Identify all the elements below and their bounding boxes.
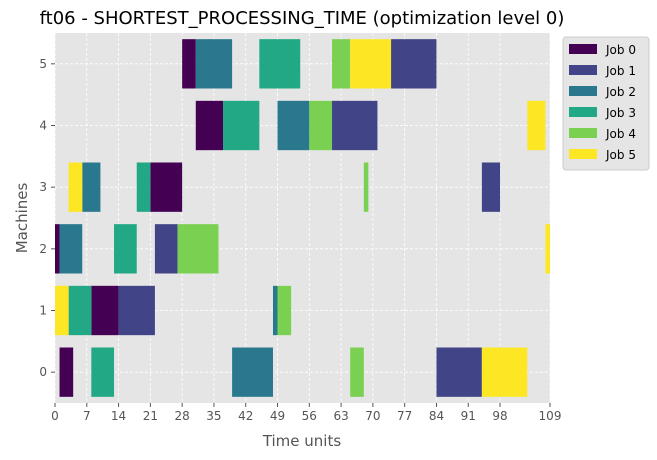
task-bar — [350, 39, 392, 89]
task-bar — [59, 224, 83, 274]
task-bar — [68, 285, 92, 336]
x-axis-ticks: 0 7 14 21 28 35 42 49 56 63 70 77 84 91 98 109 — [51, 403, 561, 423]
x-tick-label: 84 — [429, 409, 444, 423]
y-axis-ticks: 0 1 2 3 4 5 — [39, 57, 55, 379]
grid-lines — [54, 33, 551, 403]
y-tick-label: 0 — [39, 365, 47, 379]
x-tick-label: 35 — [206, 409, 221, 423]
task-bar — [91, 285, 119, 336]
task-bar — [332, 39, 351, 89]
task-bar — [68, 162, 83, 212]
y-tick-label: 5 — [39, 57, 47, 71]
legend-swatch — [569, 128, 597, 138]
task-bar — [195, 100, 224, 151]
task-bar — [150, 162, 183, 212]
task-bar — [272, 285, 278, 336]
x-tick-label: 91 — [461, 409, 476, 423]
task-bar — [91, 347, 115, 397]
task-bar — [182, 39, 196, 89]
x-tick-label: 28 — [175, 409, 190, 423]
legend-label: Job 2 — [605, 85, 636, 99]
legend-swatch — [569, 86, 597, 96]
x-tick-label: 0 — [51, 409, 59, 423]
task-bar — [232, 347, 273, 397]
legend-label: Job 0 — [605, 43, 636, 57]
legend-swatch — [569, 149, 597, 159]
x-tick-label: 98 — [492, 409, 507, 423]
x-tick-label: 77 — [397, 409, 412, 423]
y-tick-label: 1 — [39, 304, 47, 318]
legend: Job 0 Job 1 Job 2 Job 3 Job 4 Job 5 — [562, 36, 650, 171]
task-bar — [82, 162, 101, 212]
task-bar — [154, 224, 178, 274]
task-bar — [55, 285, 69, 336]
task-bar — [481, 347, 528, 397]
x-tick-label: 63 — [333, 409, 348, 423]
legend-label: Job 5 — [605, 148, 636, 162]
chart-title: ft06 - SHORTEST_PROCESSING_TIME (optimiz… — [40, 8, 565, 29]
task-bar — [114, 224, 137, 274]
task-bar — [545, 224, 550, 274]
legend-label: Job 4 — [605, 127, 636, 141]
legend-swatch — [569, 107, 597, 117]
task-bars — [55, 39, 550, 397]
legend-label: Job 1 — [605, 64, 636, 78]
task-bar — [436, 347, 482, 397]
task-bar — [350, 347, 364, 397]
task-bar — [223, 100, 260, 151]
task-bar — [118, 285, 155, 336]
y-tick-label: 2 — [39, 242, 47, 256]
x-axis-label: Time units — [262, 432, 342, 450]
task-bar — [195, 39, 233, 89]
x-tick-label: 109 — [539, 409, 562, 423]
y-tick-label: 3 — [39, 180, 47, 194]
legend-swatch — [569, 44, 597, 54]
task-bar — [136, 162, 151, 212]
x-tick-label: 70 — [365, 409, 380, 423]
x-tick-label: 56 — [302, 409, 317, 423]
task-bar — [277, 100, 310, 151]
x-tick-label: 49 — [270, 409, 285, 423]
y-axis-label: Machines — [13, 183, 31, 254]
task-bar — [259, 39, 301, 89]
task-bar — [309, 100, 333, 151]
task-bar — [277, 285, 292, 336]
task-bar — [177, 224, 219, 274]
plot-background — [55, 33, 550, 403]
task-bar — [363, 162, 369, 212]
y-tick-label: 4 — [39, 119, 47, 133]
legend-label: Job 3 — [605, 106, 636, 120]
task-bar — [481, 162, 501, 212]
legend-swatch — [569, 65, 597, 75]
x-tick-label: 21 — [143, 409, 158, 423]
task-bar — [55, 224, 60, 274]
x-tick-label: 42 — [238, 409, 253, 423]
task-bar — [391, 39, 437, 89]
x-tick-label: 7 — [83, 409, 91, 423]
task-bar — [332, 100, 378, 151]
task-bar — [527, 100, 546, 151]
task-bar — [59, 347, 74, 397]
x-tick-label: 14 — [111, 409, 126, 423]
